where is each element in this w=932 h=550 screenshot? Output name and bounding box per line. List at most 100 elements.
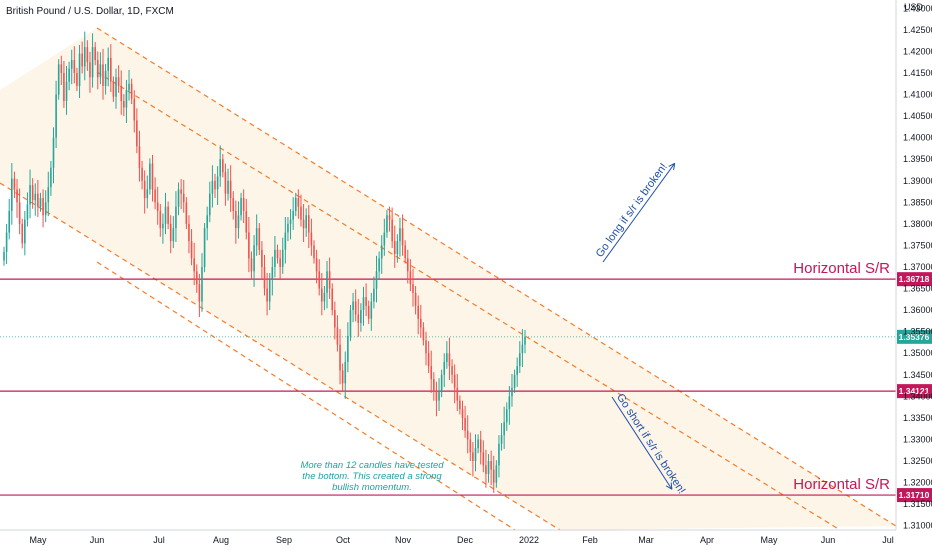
candle-body	[130, 83, 133, 99]
candle-body	[388, 215, 391, 220]
candle-body	[44, 202, 47, 216]
candle-body	[55, 94, 57, 138]
candle-body	[109, 57, 112, 82]
candle-body	[245, 210, 248, 233]
candle-body	[96, 60, 99, 78]
time-tick-label: Aug	[213, 535, 229, 545]
time-tick-label: Jul	[882, 535, 894, 545]
candle-body	[511, 387, 513, 397]
candle-body	[11, 178, 13, 211]
time-tick-label: Sep	[276, 535, 292, 545]
candle-body	[485, 465, 487, 474]
candle-body	[16, 189, 18, 203]
candle-body	[367, 305, 370, 319]
candle-body	[477, 439, 479, 449]
price-tick-label: 1.40000	[903, 133, 932, 143]
channel-line[interactable]	[0, 182, 561, 531]
time-tick-label: May	[29, 535, 47, 545]
candle-body	[516, 366, 518, 375]
price-tick-label: 1.35500	[903, 327, 932, 337]
candle-body	[224, 172, 227, 194]
candle-body	[274, 249, 276, 267]
candle-body	[258, 228, 261, 250]
time-tick-label: Jun	[90, 535, 105, 545]
candle-body	[37, 193, 39, 207]
candle-body	[433, 379, 435, 393]
candle-body	[448, 353, 451, 367]
candle-body	[417, 305, 420, 319]
candle-body	[268, 279, 271, 302]
candle-body	[456, 387, 459, 401]
candle-body	[378, 258, 380, 272]
candle-body	[151, 163, 154, 190]
candle-body	[321, 288, 323, 302]
channel-line[interactable]	[96, 27, 897, 527]
candle-body	[287, 223, 289, 233]
candle-body	[474, 448, 477, 462]
bottom-test-note: bullish momentum.	[332, 482, 412, 493]
candle-body	[237, 215, 240, 229]
price-axis[interactable]: 1.43000 1.42500 1.42000 1.41500 1.41000 1.405…	[903, 3, 932, 530]
candle-body	[435, 392, 438, 401]
candle-body	[65, 81, 68, 102]
candle-body	[261, 249, 263, 267]
candle-body	[412, 284, 414, 293]
candle-body	[383, 232, 386, 246]
candle-body	[300, 206, 302, 220]
candle-body	[263, 267, 266, 289]
candle-body	[60, 64, 63, 73]
candle-body	[50, 167, 52, 188]
level-price-text: 1.31710	[899, 490, 930, 500]
candle-body	[490, 461, 492, 470]
candle-body	[104, 70, 107, 86]
channel-line[interactable]	[96, 261, 516, 531]
candle-body	[503, 422, 505, 436]
candle-body	[498, 443, 500, 466]
candle-body	[440, 374, 443, 393]
candle-body	[453, 374, 456, 388]
chart-title: British Pound / U.S. Dollar, 1D, FXCM	[6, 6, 174, 17]
price-tick-label: 1.34000	[903, 391, 932, 401]
candle-body	[164, 206, 167, 224]
candle-body	[362, 297, 365, 311]
price-tick-label: 1.39500	[903, 154, 932, 164]
candle-body	[328, 271, 331, 289]
candle-body	[31, 185, 34, 201]
last-price-text: 1.35376	[899, 332, 930, 342]
candle-body	[177, 189, 180, 207]
price-tick-label: 1.32500	[903, 456, 932, 466]
time-tick-label: Oct	[336, 535, 351, 545]
candle-body	[73, 60, 76, 73]
horizontal-sr-label: Horizontal S/R	[793, 476, 890, 493]
candle-body	[216, 176, 219, 190]
candles-layer	[3, 31, 526, 493]
price-tick-label: 1.37500	[903, 240, 932, 250]
candle-body	[313, 245, 315, 259]
bottom-test-note: the bottom. This created a strong	[302, 471, 442, 482]
price-tick-label: 1.33000	[903, 434, 932, 444]
candle-body	[94, 47, 96, 61]
channel-line[interactable]	[96, 71, 841, 531]
candle-body	[123, 101, 125, 108]
candle-body	[167, 206, 169, 224]
price-tick-label: 1.42000	[903, 46, 932, 56]
candle-body	[349, 310, 352, 336]
price-tick-label: 1.38000	[903, 219, 932, 229]
candle-body	[472, 452, 474, 462]
candle-body	[438, 392, 440, 401]
candle-body	[524, 336, 526, 345]
candle-body	[336, 327, 339, 345]
candle-body	[487, 461, 490, 474]
candle-body	[399, 228, 401, 242]
candle-body	[3, 251, 5, 261]
candle-body	[505, 409, 508, 423]
candle-body	[281, 249, 284, 267]
candle-body	[451, 366, 453, 375]
candle-body	[195, 271, 198, 285]
candle-body	[102, 64, 104, 86]
candle-body	[289, 219, 292, 224]
candle-body	[391, 219, 393, 242]
time-axis[interactable]: May Jun Jul Aug Sep Oct Nov Dec 2022 Feb Mar Apr May…	[29, 535, 893, 545]
candle-body	[78, 53, 81, 86]
